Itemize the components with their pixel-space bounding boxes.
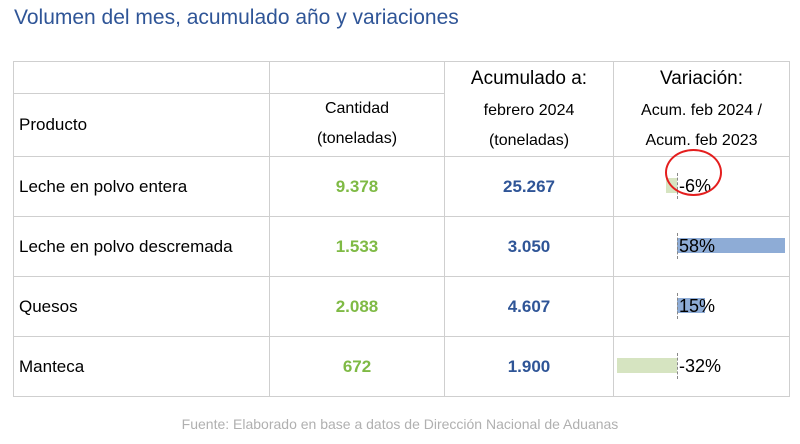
table-row: Quesos 2.088 4.607 15% bbox=[13, 276, 790, 337]
table-row: Manteca 672 1.900 -32% bbox=[13, 336, 790, 397]
cantidad-cell: 9.378 bbox=[269, 156, 445, 217]
table-row: Leche en polvo entera 9.378 25.267 -6% bbox=[13, 156, 790, 217]
header-acumulado: Acumulado a: febrero 2024 (toneladas) bbox=[444, 61, 614, 157]
header-cantidad-label: Cantidad bbox=[324, 100, 390, 117]
product-cell: Manteca bbox=[13, 336, 270, 397]
data-table: Acumulado a: febrero 2024 (toneladas) Va… bbox=[13, 61, 790, 397]
header-producto: Producto bbox=[13, 93, 270, 157]
header-variacion-label: Variación: bbox=[659, 68, 744, 89]
variation-zero-axis bbox=[677, 233, 678, 259]
chart-title: Volumen del mes, acumulado año y variaci… bbox=[14, 6, 459, 29]
header-empty-cell bbox=[13, 61, 270, 94]
variation-bar bbox=[677, 298, 705, 313]
product-cell: Leche en polvo descremada bbox=[13, 216, 270, 277]
variation-label: 15% bbox=[679, 296, 716, 316]
header-variacion-numerator: Acum. feb 2024 / bbox=[641, 102, 762, 119]
header-variacion-denominator: Acum. feb 2023 bbox=[645, 132, 758, 149]
acumulado-cell: 1.900 bbox=[444, 336, 614, 397]
variation-bar bbox=[617, 358, 677, 373]
header-acumulado-label: Acumulado a: bbox=[470, 68, 588, 89]
acumulado-cell: 3.050 bbox=[444, 216, 614, 277]
cantidad-cell: 2.088 bbox=[269, 276, 445, 337]
header-cantidad-unit: (toneladas) bbox=[316, 130, 398, 147]
header-acumulado-period: febrero 2024 bbox=[483, 102, 575, 119]
variation-bar bbox=[677, 238, 785, 253]
header-variacion: Variación: Acum. feb 2024 / Acum. feb 20… bbox=[613, 61, 790, 157]
cantidad-cell: 672 bbox=[269, 336, 445, 397]
cantidad-cell: 1.533 bbox=[269, 216, 445, 277]
variacion-cell: 58% bbox=[613, 216, 790, 277]
variation-zero-axis bbox=[677, 293, 678, 319]
variacion-cell: 15% bbox=[613, 276, 790, 337]
acumulado-cell: 4.607 bbox=[444, 276, 614, 337]
header-empty-cell bbox=[269, 61, 445, 94]
highlight-circle bbox=[665, 149, 722, 196]
table-row: Leche en polvo descremada 1.533 3.050 58… bbox=[13, 216, 790, 277]
header-cantidad: Cantidad (toneladas) bbox=[269, 93, 445, 157]
acumulado-cell: 25.267 bbox=[444, 156, 614, 217]
product-cell: Quesos bbox=[13, 276, 270, 337]
product-cell: Leche en polvo entera bbox=[13, 156, 270, 217]
source-note: Fuente: Elaborado en base a datos de Dir… bbox=[181, 416, 619, 432]
header-acumulado-unit: (toneladas) bbox=[488, 132, 570, 149]
variation-zero-axis bbox=[677, 353, 678, 379]
variation-label: 58% bbox=[679, 236, 716, 256]
variation-label: -32% bbox=[679, 356, 722, 376]
variacion-cell: -32% bbox=[613, 336, 790, 397]
